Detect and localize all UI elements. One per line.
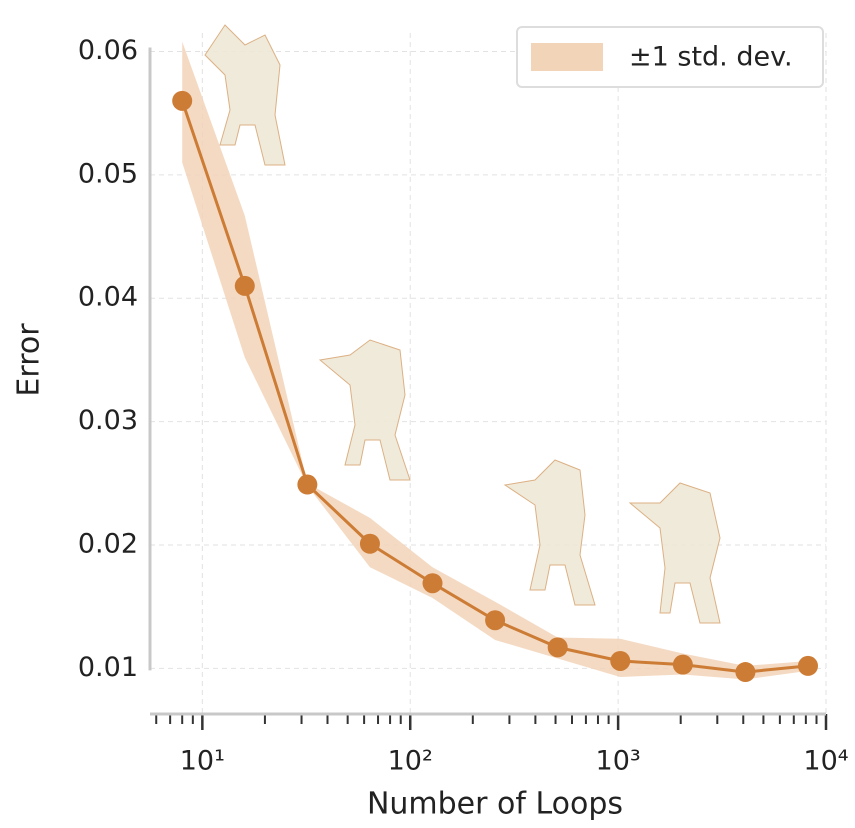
creature-illustration (505, 460, 595, 605)
y-tick-label: 0.06 (78, 35, 138, 66)
y-axis-label: Error (12, 323, 47, 397)
legend-swatch (531, 43, 603, 71)
legend-label: ±1 std. dev. (629, 42, 793, 73)
point (235, 276, 255, 296)
y-tick-label: 0.04 (78, 282, 138, 313)
y-tick-label: 0.02 (78, 528, 138, 559)
point (548, 637, 568, 657)
y-tick-label: 0.01 (78, 652, 138, 683)
creature-illustration (630, 483, 720, 623)
point (485, 610, 505, 630)
point (172, 91, 192, 111)
y-tick-label: 0.05 (78, 158, 138, 189)
point (610, 651, 630, 671)
point (798, 656, 818, 676)
point (673, 655, 693, 675)
point (735, 662, 755, 682)
point (360, 534, 380, 554)
point (423, 573, 443, 593)
y-tick-label: 0.03 (78, 405, 138, 436)
x-tick-label: 10⁴ (803, 746, 848, 777)
illustrations (205, 25, 720, 623)
point (297, 475, 317, 495)
x-axis-label: Number of Loops (367, 787, 623, 822)
line (182, 101, 808, 672)
chart: Number of Loops Error 0.01 0.02 0.03 0.04 0.… (0, 0, 855, 828)
x-tick-label: 10¹ (180, 746, 225, 777)
x-tick-label: 10² (388, 746, 433, 777)
x-tick-label: 10³ (596, 746, 641, 777)
creature-illustration (320, 340, 410, 480)
